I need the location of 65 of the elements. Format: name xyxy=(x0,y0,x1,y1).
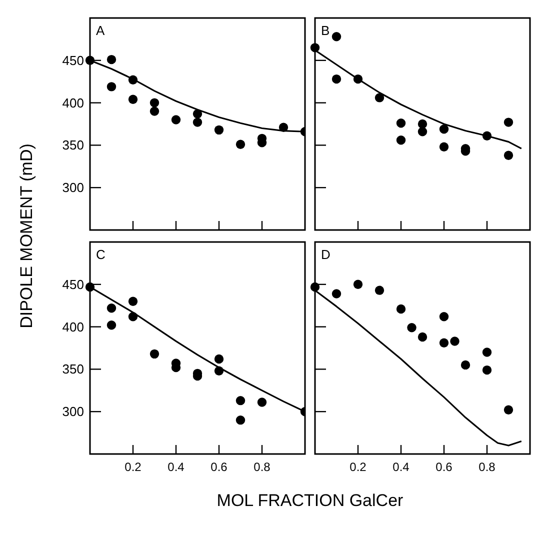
point xyxy=(439,338,449,348)
point xyxy=(504,150,514,160)
x-axis-title: MOL FRACTION GalCer xyxy=(216,491,404,510)
x-tick-label: 0.6 xyxy=(436,460,453,474)
point xyxy=(418,332,428,342)
point xyxy=(439,124,449,134)
point xyxy=(482,365,492,375)
chart-title: C xyxy=(96,247,106,262)
point xyxy=(353,280,363,289)
point xyxy=(236,415,246,425)
x-tick-label: 0.8 xyxy=(478,460,496,474)
point xyxy=(332,32,342,42)
point xyxy=(332,74,342,84)
x-tick-label: 0.8 xyxy=(254,460,271,474)
y-tick-label: 350 xyxy=(62,138,84,153)
point xyxy=(460,360,470,370)
point xyxy=(439,312,449,322)
y-tick-label: 450 xyxy=(62,52,84,68)
point xyxy=(374,286,384,295)
point xyxy=(418,119,428,129)
point xyxy=(374,93,384,102)
point xyxy=(310,43,320,52)
point xyxy=(128,94,138,104)
point xyxy=(106,54,116,64)
y-tick-label: 300 xyxy=(62,404,84,420)
point xyxy=(407,323,416,332)
point xyxy=(396,304,406,314)
point xyxy=(450,336,460,346)
point xyxy=(504,405,514,415)
point xyxy=(150,106,160,116)
x-tick-label: 0.2 xyxy=(350,460,367,474)
y-tick-label: 300 xyxy=(62,180,84,196)
point xyxy=(396,118,406,128)
point xyxy=(439,142,449,152)
point xyxy=(171,115,181,124)
point xyxy=(257,398,267,407)
y-axis-title: DIPOLE MOMENT (mD) xyxy=(17,144,36,328)
point xyxy=(214,125,224,135)
point xyxy=(150,98,160,108)
y-tick-label: 350 xyxy=(62,362,84,377)
point xyxy=(106,304,116,313)
point xyxy=(214,354,224,364)
point xyxy=(236,396,246,406)
x-tick-label: 0.6 xyxy=(210,460,228,474)
y-tick-label: 450 xyxy=(62,276,84,292)
chart-title: A xyxy=(96,23,105,38)
x-tick-label: 0.2 xyxy=(124,460,142,474)
point xyxy=(310,282,320,292)
point xyxy=(482,348,492,357)
point xyxy=(106,320,116,330)
point xyxy=(106,82,116,92)
point xyxy=(150,349,160,359)
chart-title: B xyxy=(321,23,330,38)
y-tick-label: 400 xyxy=(62,95,84,110)
point xyxy=(418,127,428,136)
point xyxy=(504,118,514,127)
x-tick-label: 0.4 xyxy=(392,460,410,474)
point xyxy=(236,140,246,149)
point xyxy=(332,289,342,298)
chart-title: D xyxy=(321,247,330,262)
point xyxy=(128,296,138,306)
x-tick-label: 0.4 xyxy=(168,460,185,474)
y-tick-label: 400 xyxy=(62,319,84,334)
point xyxy=(396,136,406,145)
point xyxy=(192,118,202,127)
